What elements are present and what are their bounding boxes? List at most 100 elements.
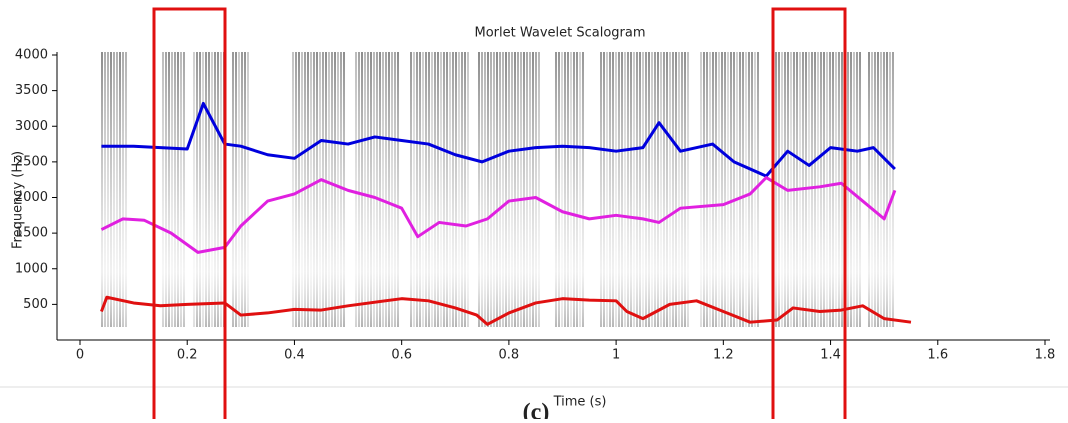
scalogram-stripe xyxy=(520,52,522,327)
scalogram-stripe xyxy=(419,52,421,327)
scalogram-stripe xyxy=(379,52,381,327)
scalogram-stripe xyxy=(508,52,510,327)
x-tick-label: 0 xyxy=(76,348,84,363)
scalogram-stripe xyxy=(555,52,557,327)
scalogram-stripe xyxy=(642,52,644,327)
scalogram-stripe xyxy=(523,52,525,327)
scalogram-stripe xyxy=(502,52,504,327)
scalogram-stripe xyxy=(678,52,680,327)
scalogram-stripe xyxy=(651,52,653,327)
chart-title: Morlet Wavelet Scalogram xyxy=(474,26,645,41)
scalogram-stripe xyxy=(624,52,626,327)
scalogram-stripe xyxy=(180,52,182,327)
scalogram-stripe xyxy=(446,52,448,327)
formant-line xyxy=(100,176,897,254)
scalogram-stripe xyxy=(422,52,424,327)
scalogram-stripe xyxy=(579,52,581,327)
scalogram-stripe xyxy=(125,52,127,327)
scalogram-stripe xyxy=(648,52,650,327)
scalogram-stripe xyxy=(727,52,729,327)
scalogram-stripe xyxy=(174,52,176,327)
scalogram-stripe xyxy=(484,52,486,327)
scalogram-stripe xyxy=(892,52,894,327)
scalogram-stripe xyxy=(193,52,195,327)
scalogram-stripe xyxy=(657,52,659,327)
scalogram-stripe xyxy=(455,52,457,327)
scalogram-stripe xyxy=(672,52,674,327)
scalogram-stripe xyxy=(443,52,445,327)
scalogram-stripe xyxy=(739,52,741,327)
scalogram-stripe xyxy=(505,52,507,327)
scalogram-stripe xyxy=(391,52,393,327)
scalogram-stripe xyxy=(241,52,243,327)
scalogram-stripe xyxy=(107,52,109,327)
scalogram-stripe xyxy=(567,52,569,327)
scalogram-stripe xyxy=(838,52,840,327)
scalogram-stripe xyxy=(814,52,816,327)
scalogram-stripe xyxy=(880,52,882,327)
scalogram-stripe xyxy=(538,52,540,327)
scalogram-stripe xyxy=(745,52,747,327)
highlight-box xyxy=(771,7,847,423)
scalogram-stripe xyxy=(859,52,861,327)
scalogram-stripe xyxy=(358,52,360,327)
scalogram-stripe xyxy=(517,52,519,327)
x-tick-label: 1.4 xyxy=(820,348,841,363)
scalogram-stripe xyxy=(532,52,534,327)
scalogram-stripe xyxy=(874,52,876,327)
scalogram-stripe xyxy=(496,52,498,327)
scalogram-stripe xyxy=(461,52,463,327)
y-tick-label: 3000 xyxy=(15,119,48,134)
scalogram-stripe xyxy=(361,52,363,327)
scalogram-stripe xyxy=(606,52,608,327)
scalogram-stripe xyxy=(709,52,711,327)
highlight-box xyxy=(152,7,227,423)
scalogram-stripe xyxy=(165,52,167,327)
scalogram-stripe xyxy=(853,52,855,327)
scalogram-stripe xyxy=(458,52,460,327)
scalogram-stripe xyxy=(367,52,369,327)
scalogram-stripe xyxy=(467,52,469,327)
scalogram-stripe xyxy=(499,52,501,327)
scalogram-stripe xyxy=(721,52,723,327)
scalogram-stripe xyxy=(331,52,333,327)
scalogram-stripe xyxy=(706,52,708,327)
scalogram-stripe xyxy=(493,52,495,327)
scalogram-stripe xyxy=(431,52,433,327)
y-axis-label: Frequency (Hz) xyxy=(11,151,26,249)
scalogram-stripe xyxy=(712,52,714,327)
scalogram-stripe xyxy=(325,52,327,327)
scalogram-stripe xyxy=(355,52,357,327)
scalogram-stripe xyxy=(334,52,336,327)
scalogram-stripe xyxy=(558,52,560,327)
scalogram-stripe xyxy=(630,52,632,327)
scalogram-stripe xyxy=(660,52,662,327)
scalogram-stripe xyxy=(703,52,705,327)
scalogram-stripe xyxy=(514,52,516,327)
scalogram-stripe xyxy=(832,52,834,327)
scalogram-stripe xyxy=(307,52,309,327)
scalogram-stripe xyxy=(609,52,611,327)
scalogram-stripe xyxy=(781,52,783,327)
y-tick-label: 500 xyxy=(23,297,48,312)
scalogram-stripe xyxy=(116,52,118,327)
scalogram-stripe xyxy=(621,52,623,327)
scalogram-stripe xyxy=(340,52,342,327)
scalogram-stripe xyxy=(298,52,300,327)
scalogram-stripe xyxy=(748,52,750,327)
scalogram-stripe xyxy=(618,52,620,327)
scalogram-stripe xyxy=(425,52,427,327)
scalogram-stripe xyxy=(122,52,124,327)
scalogram-stripe xyxy=(603,52,605,327)
scalogram-stripe xyxy=(370,52,372,327)
scalogram-stripe xyxy=(104,52,106,327)
scalogram-stripe xyxy=(196,52,198,327)
scalogram-stripe xyxy=(440,52,442,327)
x-tick-label: 1 xyxy=(612,348,620,363)
scalogram-stripe xyxy=(113,52,115,327)
scalogram-stripe xyxy=(208,52,210,327)
scalogram-stripe xyxy=(757,52,759,327)
scalogram-stripe xyxy=(889,52,891,327)
scalogram-stripe xyxy=(437,52,439,327)
